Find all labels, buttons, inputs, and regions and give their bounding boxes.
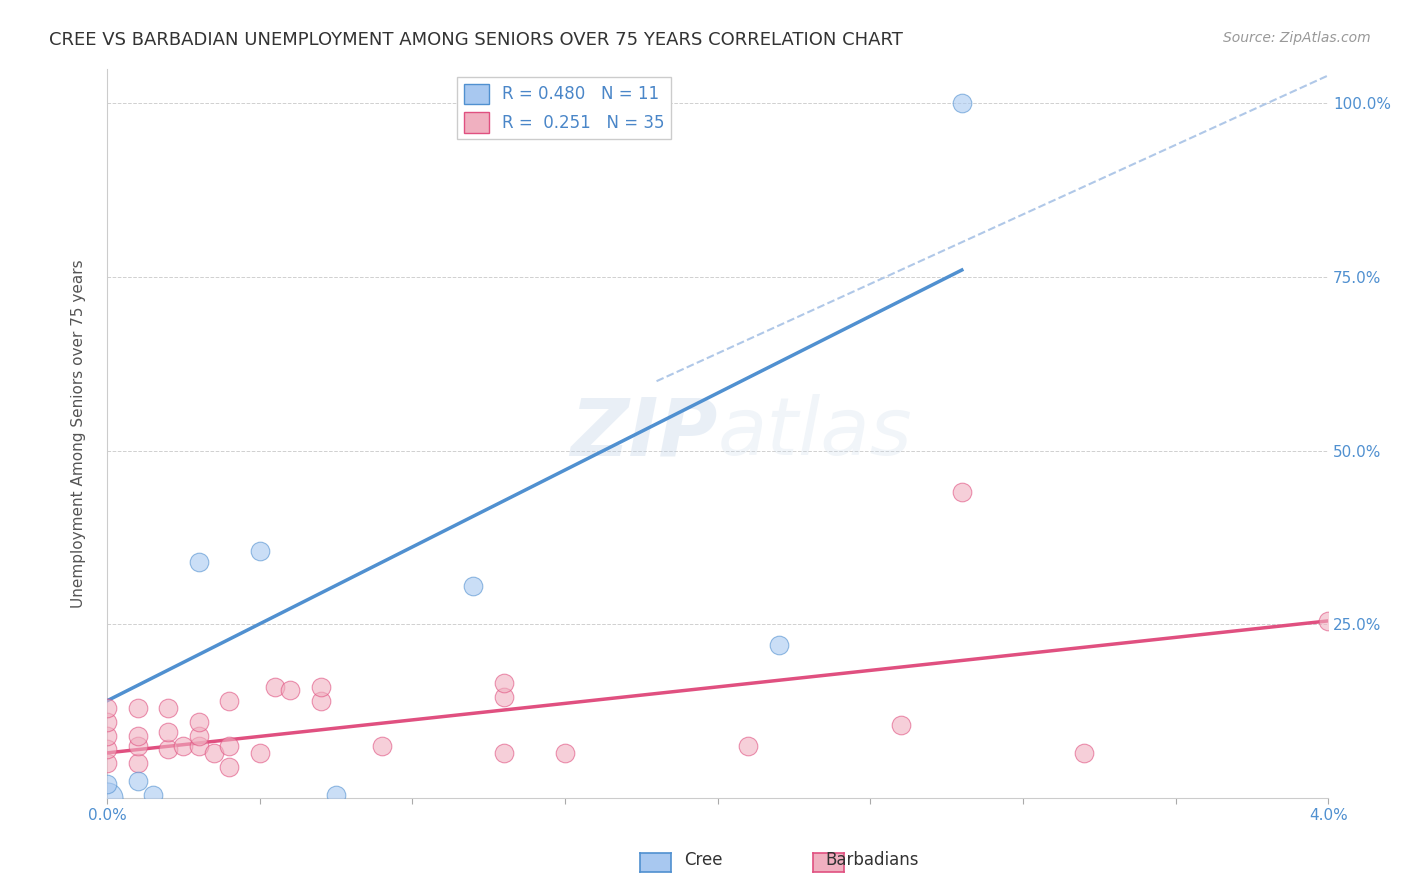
Point bbox=[325, 788, 347, 802]
Point bbox=[492, 746, 515, 760]
Point bbox=[950, 485, 973, 500]
Point bbox=[249, 746, 271, 760]
Point bbox=[309, 694, 332, 708]
Point bbox=[142, 788, 165, 802]
Point bbox=[127, 773, 149, 788]
Legend: R = 0.480   N = 11, R =  0.251   N = 35: R = 0.480 N = 11, R = 0.251 N = 35 bbox=[457, 77, 672, 139]
Point bbox=[218, 760, 240, 774]
Point bbox=[463, 579, 485, 593]
Point bbox=[127, 739, 149, 753]
Point bbox=[890, 718, 912, 732]
Point bbox=[187, 729, 209, 743]
Text: atlas: atlas bbox=[717, 394, 912, 472]
Point bbox=[768, 638, 790, 652]
Point bbox=[492, 96, 515, 111]
Text: CREE VS BARBADIAN UNEMPLOYMENT AMONG SENIORS OVER 75 YEARS CORRELATION CHART: CREE VS BARBADIAN UNEMPLOYMENT AMONG SEN… bbox=[49, 31, 903, 49]
Y-axis label: Unemployment Among Seniors over 75 years: Unemployment Among Seniors over 75 years bbox=[72, 259, 86, 607]
Text: ZIP: ZIP bbox=[571, 394, 717, 472]
Point bbox=[172, 739, 194, 753]
Point bbox=[127, 700, 149, 714]
Point bbox=[278, 683, 301, 698]
Point bbox=[1073, 746, 1095, 760]
Point bbox=[554, 746, 576, 760]
Point bbox=[96, 729, 118, 743]
Point bbox=[187, 739, 209, 753]
Point bbox=[127, 729, 149, 743]
Point bbox=[157, 700, 180, 714]
Point bbox=[96, 714, 118, 729]
Point bbox=[264, 680, 287, 694]
Point bbox=[96, 791, 118, 805]
Point bbox=[96, 700, 118, 714]
Point bbox=[950, 96, 973, 111]
Point bbox=[157, 742, 180, 756]
Point bbox=[157, 725, 180, 739]
Text: Barbadians: Barbadians bbox=[825, 851, 918, 869]
Point bbox=[96, 777, 118, 791]
Point bbox=[737, 739, 759, 753]
Point bbox=[187, 555, 209, 569]
Point bbox=[249, 544, 271, 558]
Point bbox=[187, 714, 209, 729]
Point bbox=[127, 756, 149, 771]
Point bbox=[492, 676, 515, 690]
Point bbox=[371, 739, 394, 753]
Text: Source: ZipAtlas.com: Source: ZipAtlas.com bbox=[1223, 31, 1371, 45]
Text: Cree: Cree bbox=[683, 851, 723, 869]
Point bbox=[218, 694, 240, 708]
Point bbox=[1317, 614, 1340, 628]
Point bbox=[96, 756, 118, 771]
Point bbox=[492, 690, 515, 705]
Point bbox=[309, 680, 332, 694]
Point bbox=[202, 746, 225, 760]
Point bbox=[96, 742, 118, 756]
Point bbox=[218, 739, 240, 753]
